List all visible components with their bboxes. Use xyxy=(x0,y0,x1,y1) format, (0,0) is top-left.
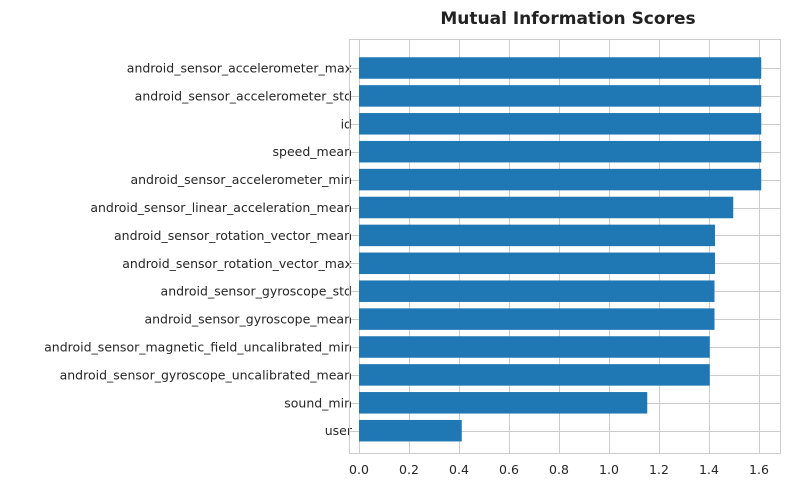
bar xyxy=(359,196,734,219)
category-label: id xyxy=(341,116,352,131)
x-tick-labels: 0.0 0.2 0.4 0.6 0.8 1.0 1.2 1.4 1.6 xyxy=(349,462,769,477)
category-label: android_sensor_accelerometer_max xyxy=(127,61,352,76)
bar xyxy=(359,168,762,191)
category-label: android_sensor_accelerometer_std xyxy=(135,88,352,103)
x-tick-label: 1.2 xyxy=(649,462,669,477)
x-tick-label: 1.4 xyxy=(699,462,719,477)
bars-group xyxy=(359,57,762,442)
category-label: android_sensor_gyroscope_uncalibrated_me… xyxy=(60,367,352,382)
bar xyxy=(359,85,762,107)
category-labels: android_sensor_accelerometer_max android_… xyxy=(44,61,353,439)
x-tick-label: 1.6 xyxy=(749,462,769,477)
category-label: android_sensor_accelerometer_min xyxy=(130,172,352,187)
x-tick-label: 0.4 xyxy=(449,462,469,477)
category-label: user xyxy=(325,423,353,438)
x-tick-label: 1.0 xyxy=(599,462,619,477)
bar xyxy=(359,364,710,386)
category-label: android_sensor_magnetic_field_uncalibrat… xyxy=(44,340,352,355)
category-label: android_sensor_linear_acceleration_mean xyxy=(90,200,352,215)
bar xyxy=(359,392,648,414)
category-label: android_sensor_rotation_vector_max xyxy=(122,256,352,271)
bar xyxy=(359,280,715,302)
category-label: android_sensor_gyroscope_mean xyxy=(144,312,352,327)
bar xyxy=(359,57,762,79)
bar xyxy=(359,336,710,358)
bar xyxy=(359,113,762,135)
x-tick-label: 0.2 xyxy=(399,462,419,477)
bar xyxy=(359,308,715,330)
bar xyxy=(359,419,462,442)
bar xyxy=(359,252,715,275)
category-label: android_sensor_rotation_vector_mean xyxy=(114,228,352,243)
chart-title: Mutual Information Scores xyxy=(440,9,695,29)
x-tick-label: 0.0 xyxy=(349,462,369,477)
bar xyxy=(359,224,715,247)
bar xyxy=(359,140,762,163)
plot-frame xyxy=(349,39,781,454)
category-label: sound_min xyxy=(284,395,352,410)
x-tick-label: 0.8 xyxy=(549,462,569,477)
category-label: android_sensor_gyroscope_std xyxy=(161,284,352,299)
category-label: speed_mean xyxy=(273,144,352,159)
x-tick-label: 0.6 xyxy=(499,462,519,477)
